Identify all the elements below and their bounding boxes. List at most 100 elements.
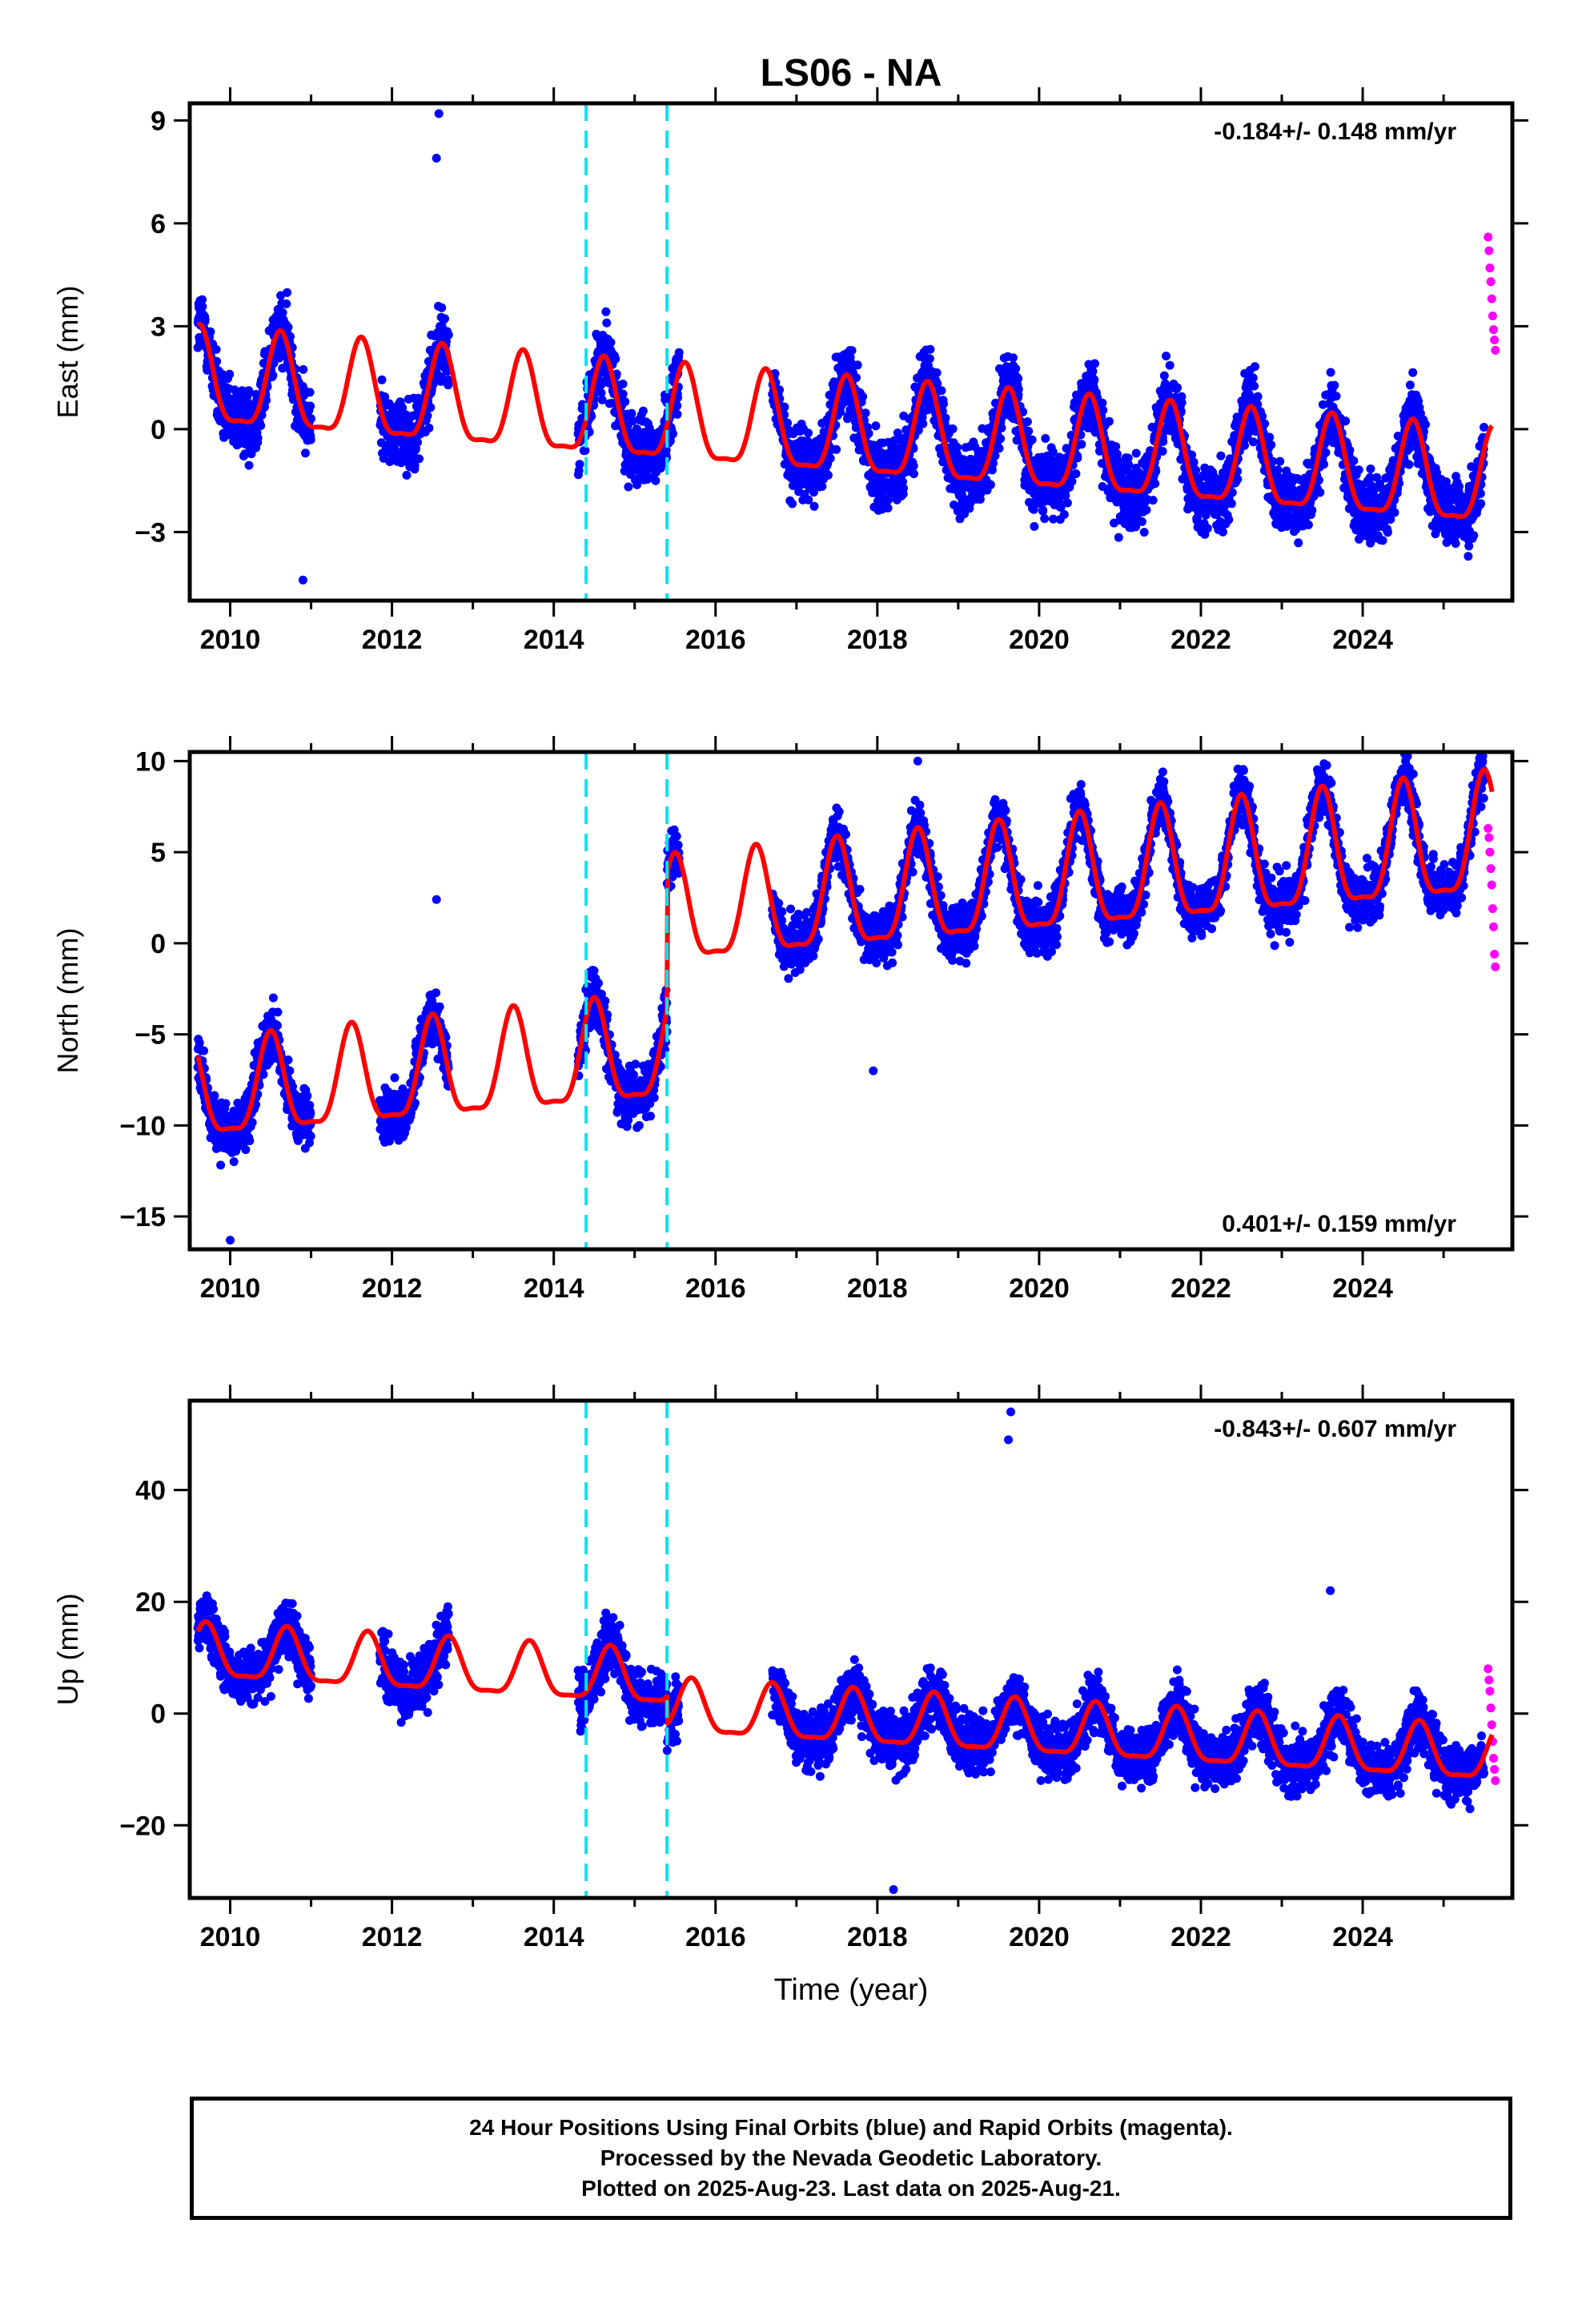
final-orbit-point	[444, 330, 453, 340]
final-orbit-point	[601, 307, 611, 316]
final-orbit-point	[1273, 465, 1283, 475]
final-orbit-point	[283, 323, 293, 332]
final-orbit-point	[1061, 491, 1070, 501]
final-orbit-point	[1307, 505, 1317, 515]
final-orbit-point	[925, 354, 934, 364]
final-orbit-point	[832, 444, 841, 454]
y-tick-label: 0	[151, 415, 166, 445]
final-orbit-point	[1203, 524, 1212, 533]
final-orbit-point	[423, 411, 432, 420]
final-orbit-point	[809, 488, 818, 497]
final-orbit-point	[788, 499, 797, 509]
final-orbit-point	[1341, 416, 1351, 426]
final-orbit-point	[574, 466, 584, 476]
final-orbit-point	[1139, 528, 1149, 537]
final-orbit-point	[210, 1091, 219, 1100]
final-orbit-point	[1321, 448, 1331, 457]
final-orbit-point	[1469, 531, 1479, 541]
final-orbit-point	[638, 406, 648, 416]
final-orbit-point	[1249, 437, 1258, 447]
final-orbit-point	[1404, 460, 1414, 469]
y-tick-label: 6	[151, 209, 166, 239]
final-orbit-point	[305, 388, 315, 397]
final-orbit-point	[1071, 469, 1081, 478]
final-orbit-point	[306, 401, 315, 411]
final-orbit-point	[1224, 515, 1234, 525]
final-orbit-point	[307, 414, 315, 424]
final-orbit-point	[225, 369, 235, 379]
final-orbit-point	[1421, 420, 1430, 429]
final-orbit-point	[1150, 479, 1160, 489]
final-orbit-point	[1330, 380, 1339, 390]
final-orbit-point	[286, 332, 295, 341]
final-orbit-point	[211, 344, 221, 354]
final-orbit-point	[244, 460, 254, 470]
final-orbit-point	[1354, 465, 1363, 475]
rapid-orbit-point	[1490, 336, 1500, 345]
final-orbit-point	[611, 354, 620, 364]
final-orbit-point	[1159, 371, 1169, 380]
final-orbit-series	[193, 752, 1488, 1245]
final-orbit-point	[1319, 460, 1328, 469]
final-orbit-point	[244, 386, 254, 396]
final-orbit-point	[1233, 474, 1243, 484]
final-orbit-point	[268, 993, 278, 1003]
final-orbit-point	[606, 338, 616, 348]
final-orbit-point	[852, 373, 861, 383]
final-orbit-point	[268, 371, 278, 380]
final-orbit-point	[1248, 373, 1258, 383]
x-tick-label: 2020	[1009, 625, 1070, 655]
rapid-orbit-point	[1484, 232, 1493, 242]
final-orbit-point	[1383, 528, 1392, 537]
final-orbit-point	[256, 421, 266, 430]
final-orbit-point	[1303, 520, 1313, 529]
final-orbit-point	[602, 318, 612, 328]
final-orbit-point	[620, 397, 630, 407]
x-tick-label: 2022	[1170, 625, 1231, 655]
final-orbit-outlier	[434, 109, 444, 119]
final-orbit-point	[1275, 456, 1285, 466]
x-tick-label: 2016	[685, 625, 746, 655]
final-orbit-point	[996, 434, 1006, 444]
final-orbit-point	[1315, 488, 1325, 497]
final-orbit-point	[1067, 476, 1077, 486]
final-orbit-point	[1131, 448, 1141, 458]
final-orbit-point	[1059, 510, 1069, 519]
plot-area	[193, 752, 1500, 1245]
final-orbit-point	[939, 399, 948, 408]
final-orbit-point	[1191, 465, 1201, 475]
final-orbit-point	[986, 480, 995, 489]
final-orbit-point	[1014, 384, 1023, 394]
final-orbit-point	[809, 501, 819, 511]
final-orbit-point	[1349, 456, 1359, 465]
final-orbit-point	[618, 389, 628, 399]
final-orbit-point	[661, 445, 671, 455]
final-orbit-point	[253, 433, 263, 443]
final-orbit-point	[651, 476, 661, 485]
final-orbit-point	[1173, 383, 1182, 392]
final-orbit-point	[618, 380, 628, 388]
final-orbit-point	[1405, 380, 1415, 390]
final-orbit-point	[273, 1007, 283, 1017]
final-orbit-point	[596, 388, 606, 398]
rapid-orbit-point	[1488, 312, 1497, 321]
y-axis-label: East (mm)	[51, 286, 84, 419]
final-orbit-point	[1294, 538, 1303, 548]
y-tick-label: 9	[151, 106, 166, 136]
final-orbit-point	[580, 446, 590, 456]
final-orbit-point	[632, 424, 641, 433]
final-orbit-point	[278, 364, 287, 373]
y-tick-label: 3	[151, 312, 166, 342]
final-orbit-point	[840, 397, 849, 407]
final-orbit-point	[260, 402, 270, 412]
final-orbit-point	[1378, 536, 1387, 545]
final-orbit-point	[1390, 508, 1399, 517]
x-tick-label: 2010	[200, 625, 261, 655]
final-orbit-point	[1253, 392, 1263, 401]
final-orbit-point	[953, 443, 962, 452]
final-orbit-point	[426, 403, 436, 412]
final-orbit-point	[1090, 375, 1099, 384]
final-orbit-series	[193, 109, 1488, 585]
rapid-orbit-point	[1487, 294, 1496, 304]
